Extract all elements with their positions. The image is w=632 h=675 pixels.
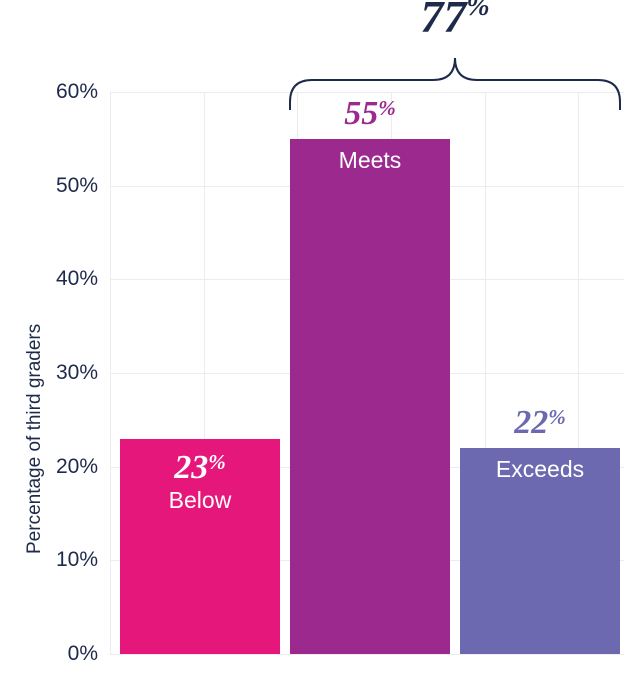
ytick-label: 10%	[56, 548, 98, 572]
bracket-icon	[0, 0, 632, 115]
bar-value-label: 23%	[120, 449, 280, 487]
chart-container: 0%10%20%30%40%50%60%Percentage of third …	[0, 0, 632, 675]
ytick-label: 40%	[56, 267, 98, 291]
bracket-label: 77%	[375, 0, 535, 43]
gridline-v	[110, 92, 111, 654]
y-axis-label: Percentage of third graders	[24, 324, 46, 554]
bar-value-label: 22%	[460, 404, 620, 442]
ytick-label: 20%	[56, 455, 98, 479]
gridline-h	[110, 654, 624, 655]
ytick-label: 30%	[56, 361, 98, 385]
ytick-label: 50%	[56, 174, 98, 198]
bar-category-label: Below	[120, 487, 280, 514]
ytick-label: 0%	[68, 642, 98, 666]
bar-category-label: Exceeds	[460, 456, 620, 483]
bar-category-label: Meets	[290, 147, 450, 174]
bar-meets	[290, 139, 450, 654]
